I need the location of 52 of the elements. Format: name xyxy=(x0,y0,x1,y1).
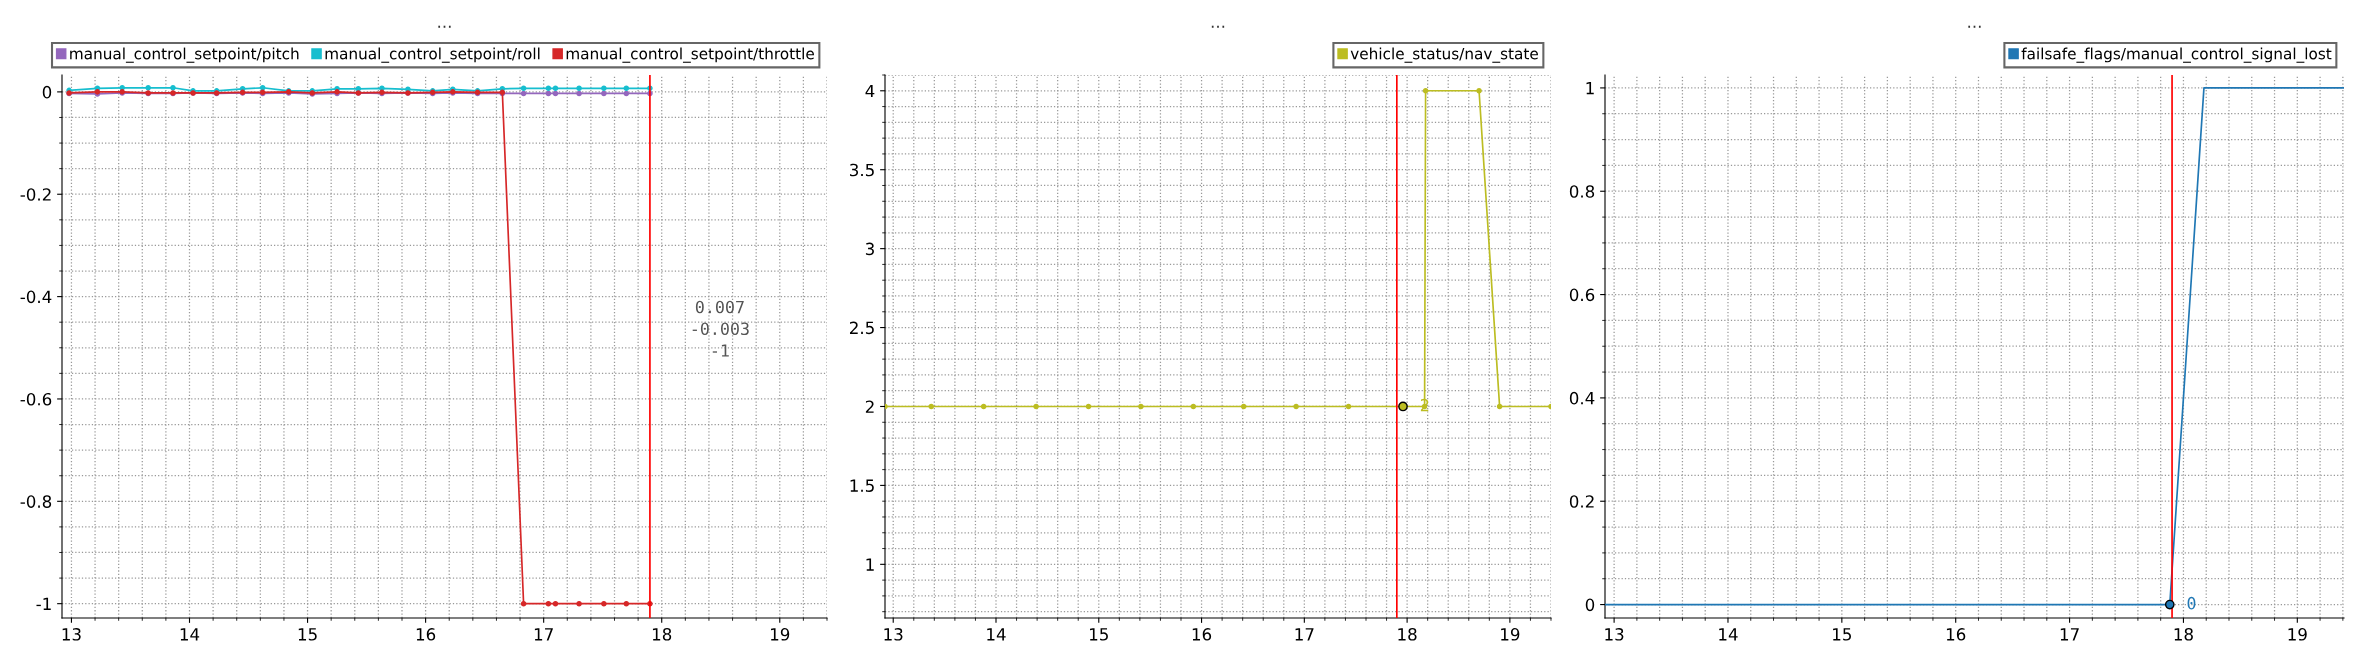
y-tick-label: -0.4 xyxy=(20,290,52,304)
x-tick-label: 14 xyxy=(180,628,200,641)
annotation: 0.007 xyxy=(695,300,744,314)
legend-label: failsafe_flags/manual_control_signal_lost xyxy=(2021,47,2332,63)
y-tick-label: -1 xyxy=(36,597,51,610)
legend-label: manual_control_setpoint/throttle xyxy=(566,47,814,63)
x-tick-label: 18 xyxy=(2174,628,2193,641)
legend-label: manual_control_setpoint/pitch xyxy=(70,47,299,63)
x-tick-label: 18 xyxy=(1398,628,1417,641)
x-tick-label: 14 xyxy=(1719,628,1738,641)
annotation: 0 xyxy=(2187,596,2196,610)
y-tick-label: 1 xyxy=(1586,82,1594,95)
x-tick-label: 19 xyxy=(771,628,790,641)
y-tick-label: -0.6 xyxy=(20,392,52,406)
y-tick-label: 3 xyxy=(865,242,874,256)
x-tick-label: 17 xyxy=(1295,628,1314,641)
y-tick-label: 2 xyxy=(865,400,874,413)
y-tick-label: 0.6 xyxy=(1569,288,1595,302)
y-tick-label: 0.8 xyxy=(1569,185,1595,198)
y-tick-label: 3.5 xyxy=(850,163,874,177)
y-tick-label: 0 xyxy=(42,85,52,99)
legend-label: manual_control_setpoint/roll xyxy=(325,47,540,63)
x-tick-label: 19 xyxy=(1501,628,1520,641)
x-tick-label: 13 xyxy=(1605,628,1624,641)
x-tick-label: 15 xyxy=(298,628,317,641)
chart-title: ... xyxy=(438,25,451,28)
x-tick-label: 15 xyxy=(1833,628,1851,641)
x-tick-label: 13 xyxy=(884,628,903,641)
y-tick-label: 0.2 xyxy=(1569,495,1594,508)
y-tick-label: -0.8 xyxy=(20,495,52,508)
annotation: -0.003 xyxy=(692,322,749,336)
legend-label: vehicle_status/nav_state xyxy=(1350,47,1538,63)
y-tick-label: -0.2 xyxy=(20,188,51,201)
annotation: -1 xyxy=(712,344,729,357)
x-tick-label: 18 xyxy=(652,628,672,641)
x-tick-label: 19 xyxy=(2288,628,2307,641)
x-tick-label: 16 xyxy=(1192,628,1212,641)
x-tick-label: 17 xyxy=(2060,628,2079,641)
x-tick-label: 13 xyxy=(62,628,81,641)
y-tick-label: 0.4 xyxy=(1569,391,1595,405)
y-tick-label: 1.5 xyxy=(850,479,874,492)
y-tick-label: 1 xyxy=(866,558,874,571)
y-tick-label: 2.5 xyxy=(849,321,874,335)
chart-title: ... xyxy=(1968,25,1981,28)
x-tick-label: 15 xyxy=(1090,628,1108,641)
y-tick-label: 0 xyxy=(1585,598,1595,612)
x-tick-label: 14 xyxy=(987,628,1006,641)
chart-title: ... xyxy=(1211,25,1225,28)
x-tick-label: 17 xyxy=(534,628,553,641)
x-tick-label: 16 xyxy=(416,628,436,641)
y-tick-label: 4 xyxy=(865,84,875,98)
x-tick-label: 16 xyxy=(1946,628,1966,641)
